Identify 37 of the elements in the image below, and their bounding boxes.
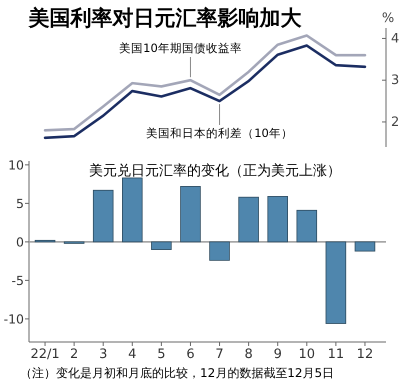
x-tick-label: 3 — [99, 347, 108, 362]
bar — [354, 241, 376, 252]
x-tick-label: 9 — [274, 347, 282, 362]
x-tick-label: 6 — [186, 347, 195, 362]
bar — [267, 196, 288, 242]
x-tick-label: 2 — [70, 347, 78, 362]
y-tick-label: 4 — [391, 31, 400, 46]
x-tick-label: 5 — [157, 347, 166, 362]
bar — [122, 178, 143, 242]
y-tick-label: 2 — [391, 114, 400, 130]
y-tick-label: 5 — [16, 196, 24, 211]
text: （注）变化是月初和月底的比较，12月的数据截至12月5日 — [20, 366, 334, 380]
y-tick-label: 10 — [8, 157, 24, 172]
bar — [326, 241, 346, 324]
line-series — [44, 44, 366, 140]
bar — [180, 186, 201, 242]
x-tick-label: 12 — [356, 347, 374, 362]
y-axis-title: % — [382, 11, 394, 26]
bar — [209, 241, 230, 261]
x-tick-label: 22/1 — [30, 347, 60, 362]
y-tick-label: -10 — [4, 311, 24, 326]
y-tick-label: -5 — [12, 272, 24, 288]
x-tick-label: 11 — [328, 347, 344, 362]
chart-title: 美国利率对日元汇率影响加大 — [28, 6, 302, 30]
x-tick-label: 10 — [298, 347, 316, 362]
series-label: 美国10年期国债收益率 — [119, 41, 242, 55]
text: 美国和日本的利差（10年） — [146, 126, 293, 140]
x-tick-label: 4 — [128, 347, 136, 362]
y-tick-label: 0 — [16, 234, 24, 250]
bar — [151, 241, 172, 250]
bar — [296, 210, 318, 242]
y-tick-label: 3 — [391, 73, 400, 88]
x-tick-label: 7 — [215, 347, 224, 362]
x-tick-label: 8 — [244, 347, 253, 362]
bar — [238, 196, 259, 242]
bar — [92, 190, 114, 242]
chart-title: 美元兑日元汇率的变化（正为美元上涨） — [89, 163, 341, 179]
